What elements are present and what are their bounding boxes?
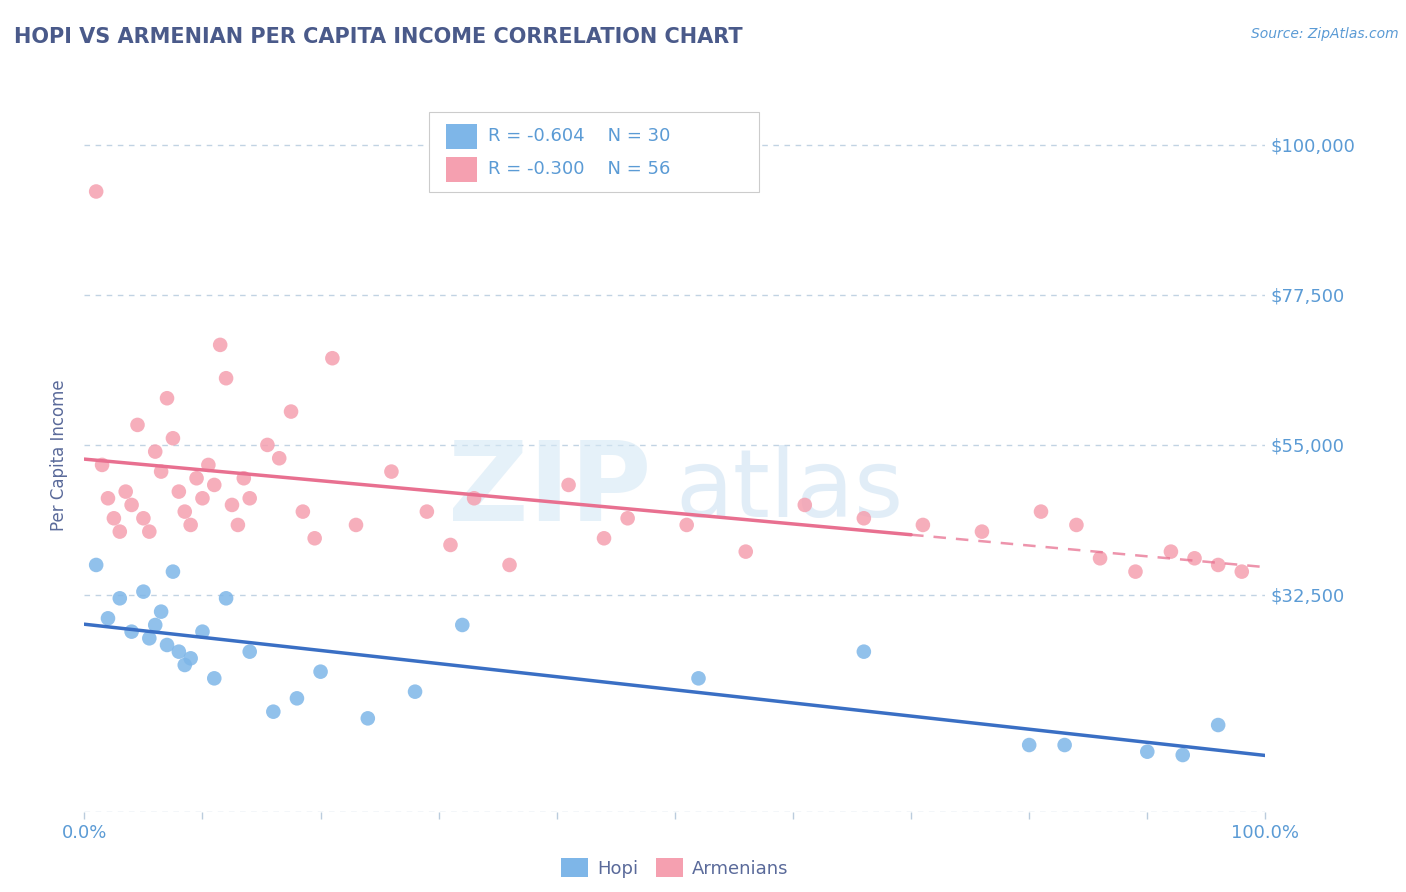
Point [197, 458, 219, 472]
Point [226, 518, 249, 533]
Point [138, 632, 160, 646]
Point [180, 518, 202, 533]
Point [970, 524, 993, 539]
Point [1171, 747, 1194, 762]
Point [180, 651, 202, 665]
Point [911, 518, 934, 533]
Point [451, 618, 474, 632]
Text: R = -0.300    N = 56: R = -0.300 N = 56 [488, 161, 671, 178]
Point [103, 511, 125, 525]
Point [191, 491, 214, 506]
Point [84, 558, 107, 572]
Point [127, 417, 149, 432]
Point [357, 711, 380, 725]
Point [1160, 544, 1182, 558]
Point [1029, 505, 1052, 519]
Point [463, 491, 485, 506]
Point [173, 505, 195, 519]
Point [1206, 558, 1229, 572]
Point [150, 605, 173, 619]
Point [97, 491, 120, 506]
Point [202, 478, 225, 492]
Point [344, 518, 367, 533]
Legend: Hopi, Armenians: Hopi, Armenians [554, 851, 796, 885]
Point [1184, 551, 1206, 566]
Point [498, 558, 520, 572]
Point [416, 505, 439, 519]
Point [262, 705, 284, 719]
Point [138, 524, 160, 539]
Point [1066, 518, 1088, 533]
Point [1206, 718, 1229, 732]
Point [114, 484, 136, 499]
Point [143, 444, 166, 458]
Point [239, 491, 262, 506]
Point [404, 684, 426, 698]
Point [439, 538, 461, 552]
Point [557, 478, 579, 492]
Point [173, 658, 195, 673]
Point [97, 611, 120, 625]
Point [132, 511, 155, 525]
Point [675, 518, 697, 533]
Point [156, 638, 179, 652]
Point [91, 458, 114, 472]
Point [121, 498, 143, 512]
Point [150, 465, 173, 479]
Point [186, 471, 208, 485]
Point [191, 624, 214, 639]
Point [852, 511, 875, 525]
Point [167, 484, 190, 499]
Point [215, 371, 238, 385]
Point [221, 498, 243, 512]
Point [269, 451, 291, 466]
Point [162, 565, 184, 579]
Point [304, 531, 326, 545]
Point [1088, 551, 1111, 566]
Point [793, 498, 815, 512]
Point [852, 645, 875, 659]
Point [380, 465, 402, 479]
Point [162, 431, 184, 445]
Text: R = -0.604    N = 30: R = -0.604 N = 30 [488, 128, 671, 145]
Point [1136, 745, 1159, 759]
Point [285, 691, 308, 706]
Text: ZIP: ZIP [449, 437, 651, 544]
Point [108, 524, 131, 539]
Point [209, 338, 232, 352]
Point [132, 584, 155, 599]
Point [215, 591, 238, 606]
Point [143, 618, 166, 632]
Point [280, 404, 302, 418]
Point [108, 591, 131, 606]
Point [291, 505, 314, 519]
Point [121, 624, 143, 639]
Point [239, 645, 262, 659]
Point [1053, 738, 1076, 752]
Point [156, 391, 179, 405]
Point [256, 438, 278, 452]
Point [688, 671, 710, 685]
Point [593, 531, 616, 545]
Point [84, 185, 107, 199]
Point [321, 351, 343, 366]
Point [167, 645, 190, 659]
Point [1018, 738, 1040, 752]
Point [309, 665, 332, 679]
Point [734, 544, 756, 558]
Y-axis label: Per Capita Income: Per Capita Income [51, 379, 69, 531]
Text: HOPI VS ARMENIAN PER CAPITA INCOME CORRELATION CHART: HOPI VS ARMENIAN PER CAPITA INCOME CORRE… [14, 27, 742, 46]
Point [1125, 565, 1147, 579]
Point [1230, 565, 1253, 579]
Point [616, 511, 638, 525]
Point [232, 471, 254, 485]
Point [202, 671, 225, 685]
Text: Source: ZipAtlas.com: Source: ZipAtlas.com [1251, 27, 1399, 41]
Text: atlas: atlas [675, 444, 903, 537]
